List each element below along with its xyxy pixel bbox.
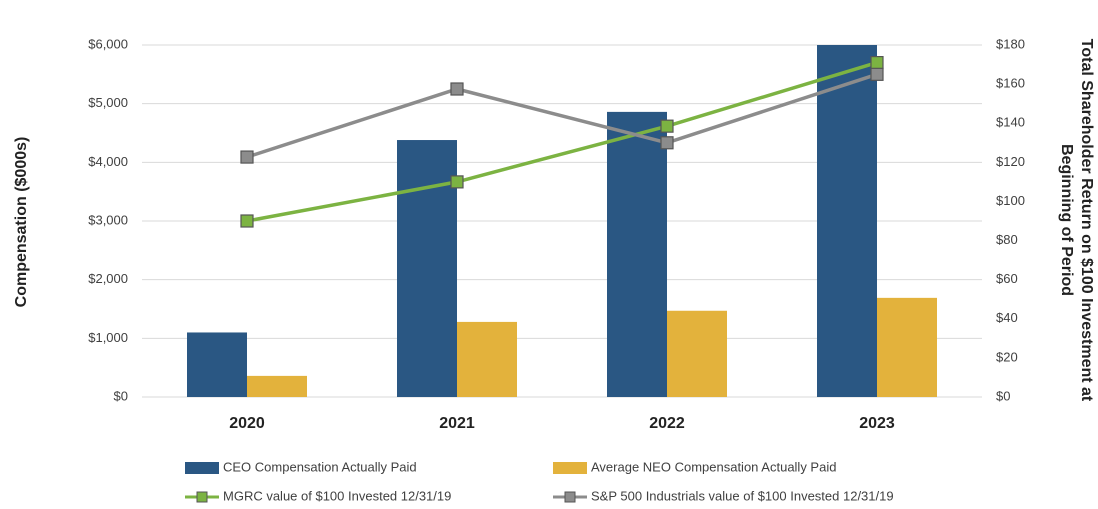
y-tick-label: $1,000: [88, 330, 128, 345]
y2-tick-label: $160: [996, 76, 1025, 91]
y-tick-label: $6,000: [88, 36, 128, 51]
y2-tick-label: $140: [996, 115, 1025, 130]
x-tick-label: 2021: [439, 415, 475, 432]
bar: [187, 332, 247, 397]
y2-axis-title: Total Shareholder Return on $100 Investm…: [1078, 39, 1095, 402]
x-tick-label: 2020: [229, 415, 265, 432]
line: [246, 72, 878, 159]
bar: [607, 111, 667, 397]
legend-swatch: [553, 462, 587, 474]
y2-axis-title: Beginning of Period: [1058, 144, 1075, 296]
marker: [450, 175, 464, 189]
marker: [450, 82, 464, 96]
legend-label: CEO Compensation Actually Paid: [223, 459, 417, 474]
y2-tick-label: $60: [996, 271, 1018, 286]
y2-tick-label: $100: [996, 193, 1025, 208]
y-tick-label: $2,000: [88, 271, 128, 286]
legend-swatch: [564, 491, 576, 503]
x-tick-label: 2022: [649, 415, 685, 432]
y2-tick-label: $120: [996, 154, 1025, 169]
y-tick-label: $5,000: [88, 95, 128, 110]
y-axis-title: Compensation ($000s): [13, 137, 30, 308]
bar: [247, 375, 307, 397]
y2-tick-label: $180: [996, 36, 1025, 51]
legend-label: MGRC value of $100 Invested 12/31/19: [223, 488, 451, 503]
y-tick-label: $0: [114, 388, 128, 403]
y2-tick-label: $20: [996, 349, 1018, 364]
bar: [397, 140, 457, 398]
line: [246, 60, 878, 223]
y2-tick-label: $40: [996, 310, 1018, 325]
legend-label: Average NEO Compensation Actually Paid: [591, 459, 836, 474]
y2-tick-label: $0: [996, 388, 1010, 403]
y-tick-label: $3,000: [88, 212, 128, 227]
bar: [817, 45, 877, 397]
legend-swatch: [185, 462, 219, 474]
bar: [457, 321, 517, 397]
marker: [870, 55, 884, 70]
legend-swatch: [196, 491, 208, 503]
marker: [240, 214, 254, 228]
legend-label: S&P 500 Industrials value of $100 Invest…: [591, 488, 894, 503]
marker: [660, 119, 674, 133]
bar: [877, 297, 937, 397]
y-tick-label: $4,000: [88, 154, 128, 169]
marker: [660, 136, 674, 150]
marker: [870, 67, 884, 81]
y2-tick-label: $80: [996, 232, 1018, 247]
marker: [240, 150, 254, 164]
x-tick-label: 2023: [859, 415, 895, 432]
bar: [667, 310, 727, 397]
